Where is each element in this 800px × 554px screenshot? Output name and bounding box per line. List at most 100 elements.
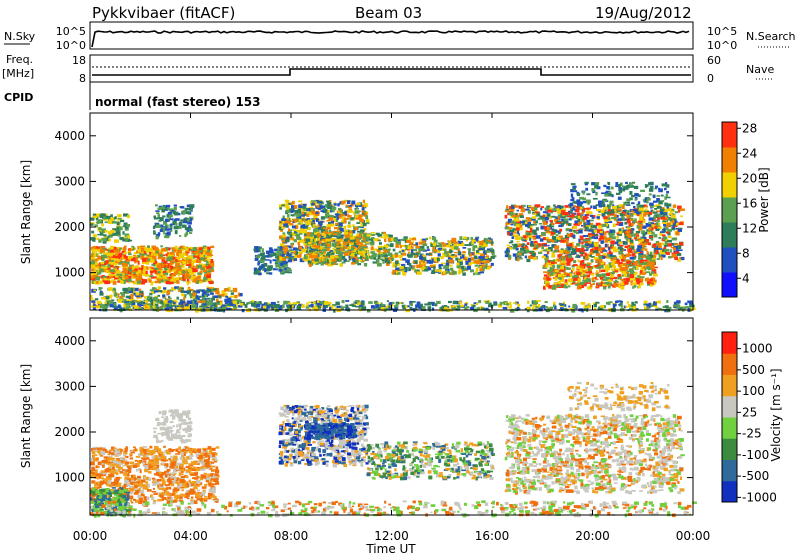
heatmap-cell bbox=[559, 279, 565, 283]
heatmap-cell bbox=[460, 256, 463, 259]
heatmap-cell bbox=[667, 243, 673, 247]
heatmap-cell bbox=[364, 252, 367, 255]
heatmap-cell bbox=[92, 239, 96, 242]
heatmap-cell bbox=[457, 270, 461, 275]
heatmap-cell bbox=[281, 218, 286, 221]
heatmap-cell bbox=[639, 211, 642, 214]
heatmap-cell bbox=[584, 244, 589, 247]
freq-tick-top: 18 bbox=[72, 54, 86, 67]
heatmap-cell bbox=[379, 252, 383, 254]
heatmap-cell bbox=[324, 232, 329, 235]
heatmap-cell bbox=[554, 217, 557, 219]
heatmap-cell bbox=[558, 222, 562, 224]
heatmap-cell bbox=[165, 253, 168, 256]
heatmap-cell bbox=[123, 213, 128, 217]
heatmap-cell bbox=[624, 265, 629, 269]
heatmap-cell bbox=[350, 257, 353, 259]
heatmap-cell bbox=[204, 293, 208, 297]
heatmap-cell bbox=[570, 251, 574, 255]
heatmap-cell bbox=[137, 274, 143, 278]
heatmap-cell bbox=[572, 252, 576, 255]
heatmap-cell bbox=[184, 294, 187, 299]
heatmap-cell bbox=[386, 260, 390, 264]
heatmap-cell bbox=[108, 247, 113, 250]
heatmap-cell bbox=[654, 226, 659, 229]
heatmap-cell bbox=[557, 284, 561, 288]
heatmap-cell bbox=[173, 204, 177, 207]
heatmap-cell bbox=[407, 268, 411, 272]
heatmap-cell bbox=[122, 231, 125, 235]
heatmap-cell bbox=[325, 238, 331, 242]
heatmap-cell bbox=[106, 275, 110, 279]
heatmap-cell bbox=[485, 260, 490, 264]
heatmap-cell bbox=[153, 232, 157, 235]
heatmap-cell bbox=[303, 243, 307, 246]
heatmap-cell bbox=[172, 260, 177, 263]
heatmap-cell bbox=[171, 287, 176, 291]
heatmap-cell bbox=[520, 206, 525, 210]
heatmap-cell bbox=[105, 270, 109, 273]
heatmap-cell bbox=[573, 223, 578, 226]
heatmap-cell bbox=[117, 260, 120, 264]
heatmap-cell bbox=[114, 266, 117, 269]
heatmap-cell bbox=[445, 262, 450, 266]
heatmap-cell bbox=[432, 242, 437, 247]
heatmap-cell bbox=[119, 280, 124, 284]
heatmap-cell bbox=[161, 276, 164, 281]
heatmap-cell bbox=[344, 199, 349, 202]
heatmap-cell bbox=[268, 255, 274, 257]
heatmap-cell bbox=[462, 247, 467, 249]
heatmap-cell bbox=[273, 253, 279, 256]
heatmap-cell bbox=[339, 209, 342, 212]
heatmap-cell bbox=[362, 246, 367, 249]
heatmap-cell bbox=[560, 240, 565, 243]
heatmap-cell bbox=[509, 211, 514, 216]
heatmap-cell bbox=[508, 232, 513, 236]
heatmap-cell bbox=[344, 219, 347, 222]
heatmap-cell bbox=[315, 228, 320, 233]
heatmap-cell bbox=[107, 278, 110, 281]
heatmap-cell bbox=[381, 259, 385, 262]
heatmap-cell bbox=[389, 237, 395, 242]
heatmap-cell bbox=[548, 232, 551, 235]
heatmap-cell bbox=[359, 247, 364, 252]
heatmap-cell bbox=[526, 242, 530, 246]
heatmap-cell bbox=[348, 256, 353, 259]
heatmap-cell bbox=[643, 271, 647, 274]
heatmap-cell bbox=[206, 297, 211, 300]
heatmap-cell bbox=[361, 219, 364, 223]
heatmap-cell bbox=[289, 258, 292, 262]
heatmap-cell bbox=[561, 260, 566, 264]
heatmap-cell bbox=[549, 261, 555, 265]
heatmap-cell bbox=[450, 255, 456, 259]
heatmap-cell bbox=[614, 269, 619, 273]
heatmap-cell bbox=[350, 217, 355, 220]
heatmap-cell bbox=[119, 237, 124, 239]
heatmap-cell bbox=[411, 238, 417, 241]
heatmap-cell bbox=[104, 236, 109, 239]
heatmap-cell bbox=[318, 203, 322, 206]
heatmap-cell bbox=[395, 260, 399, 265]
heatmap-cell bbox=[326, 226, 331, 230]
heatmap-cell bbox=[631, 282, 637, 286]
heatmap-cell bbox=[609, 211, 613, 215]
heatmap-cell bbox=[356, 238, 360, 243]
heatmap-cell bbox=[679, 257, 682, 259]
heatmap-cell bbox=[657, 215, 662, 218]
heatmap-cell bbox=[343, 225, 347, 230]
heatmap-cell bbox=[650, 209, 653, 212]
heatmap-cell bbox=[189, 271, 193, 276]
heatmap-cell bbox=[349, 233, 353, 238]
heatmap-cell bbox=[479, 266, 483, 270]
heatmap-cell bbox=[626, 218, 631, 222]
heatmap-cell bbox=[542, 218, 546, 223]
heatmap-cell bbox=[606, 224, 610, 229]
heatmap-cell bbox=[320, 251, 324, 255]
heatmap-cell bbox=[611, 245, 615, 248]
heatmap-cell bbox=[115, 271, 120, 274]
heatmap-cell bbox=[163, 272, 169, 275]
heatmap-cell bbox=[581, 245, 586, 248]
heatmap-cell bbox=[454, 246, 459, 250]
heatmap-cell bbox=[621, 267, 625, 270]
heatmap-cell bbox=[323, 243, 326, 246]
